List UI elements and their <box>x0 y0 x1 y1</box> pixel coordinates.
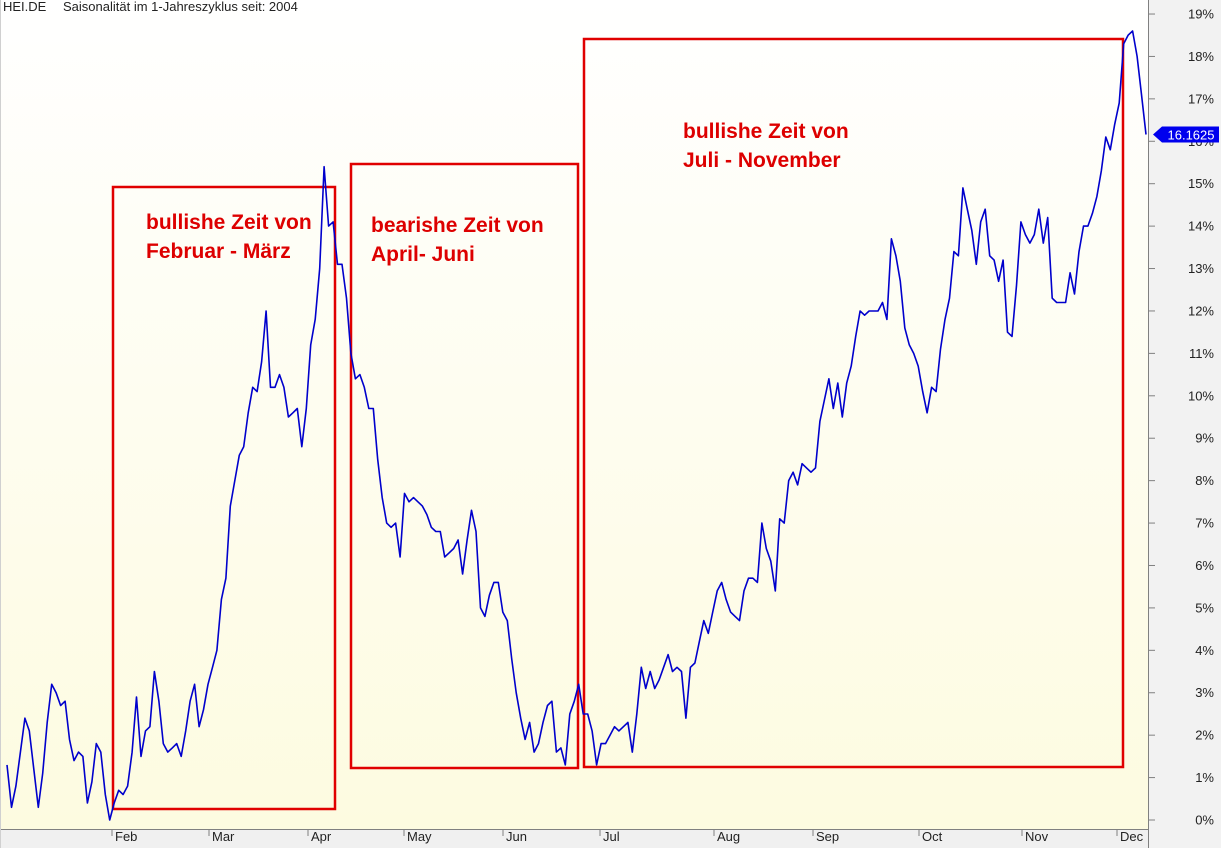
series-layer <box>6 30 1147 821</box>
x-tick-label: Aug <box>717 829 740 844</box>
last-value-marker <box>1153 126 1219 143</box>
annotation-text: bearishe Zeit von <box>371 214 544 237</box>
x-tick-label: Jun <box>506 829 527 844</box>
y-tick-label: 10% <box>1188 388 1214 403</box>
y-tick-label: 2% <box>1195 728 1214 743</box>
x-tick-label: Dec <box>1120 829 1144 844</box>
chart-subtitle: Saisonalität im 1-Jahreszyklus seit: 200… <box>63 0 298 14</box>
series-line <box>6 30 1147 821</box>
y-tick-label: 0% <box>1195 813 1214 828</box>
plot-background <box>0 0 1148 830</box>
annotation-boxes <box>111 37 1125 811</box>
x-tick-label: May <box>407 829 432 844</box>
annotation-text: Februar - März <box>146 240 291 263</box>
annotation-box <box>111 185 337 811</box>
y-tick-label: 1% <box>1195 770 1214 785</box>
y-tick-label: 12% <box>1188 303 1214 318</box>
x-axis-panel <box>0 830 1149 848</box>
annotation-text: bullishe Zeit von <box>146 211 312 234</box>
x-tick-label: Nov <box>1025 829 1049 844</box>
x-tick-label: Feb <box>115 829 137 844</box>
x-tick-label: Mar <box>212 829 235 844</box>
annotation-labels: bullishe Zeit von Februar - März bearishe … <box>146 120 849 266</box>
y-tick-label: 3% <box>1195 685 1214 700</box>
annotation-box <box>349 162 580 770</box>
y-tick-label: 19% <box>1188 7 1214 22</box>
annotation-text: bullishe Zeit von <box>683 120 849 143</box>
x-tick-label: Jul <box>603 829 620 844</box>
y-tick-label: 9% <box>1195 431 1214 446</box>
y-tick-label: 18% <box>1188 49 1214 64</box>
x-tick-label: Oct <box>922 829 943 844</box>
last-value-badge: 16.1625 <box>1153 126 1219 143</box>
y-tick-label: 7% <box>1195 516 1214 531</box>
y-tick-label: 5% <box>1195 600 1214 615</box>
y-tick-label: 11% <box>1189 346 1214 361</box>
x-tick-label: Apr <box>311 829 332 844</box>
y-tick-label: 15% <box>1188 176 1214 191</box>
y-tick-label: 4% <box>1195 643 1214 658</box>
symbol-label: HEI.DE <box>3 0 47 14</box>
y-tick-label: 6% <box>1195 558 1214 573</box>
last-value-label: 16.1625 <box>1168 127 1215 142</box>
y-tick-label: 17% <box>1188 91 1214 106</box>
y-tick-label: 14% <box>1188 219 1214 234</box>
annotation-text: April- Juni <box>371 243 475 266</box>
chart-header: HEI.DE Saisonalität im 1-Jahreszyklus se… <box>3 0 298 14</box>
y-tick-label: 13% <box>1188 261 1214 276</box>
x-tick-label: Sep <box>816 829 839 844</box>
annotation-text: Juli - November <box>683 149 841 172</box>
annotation-box <box>582 37 1125 769</box>
y-tick-label: 8% <box>1195 473 1214 488</box>
